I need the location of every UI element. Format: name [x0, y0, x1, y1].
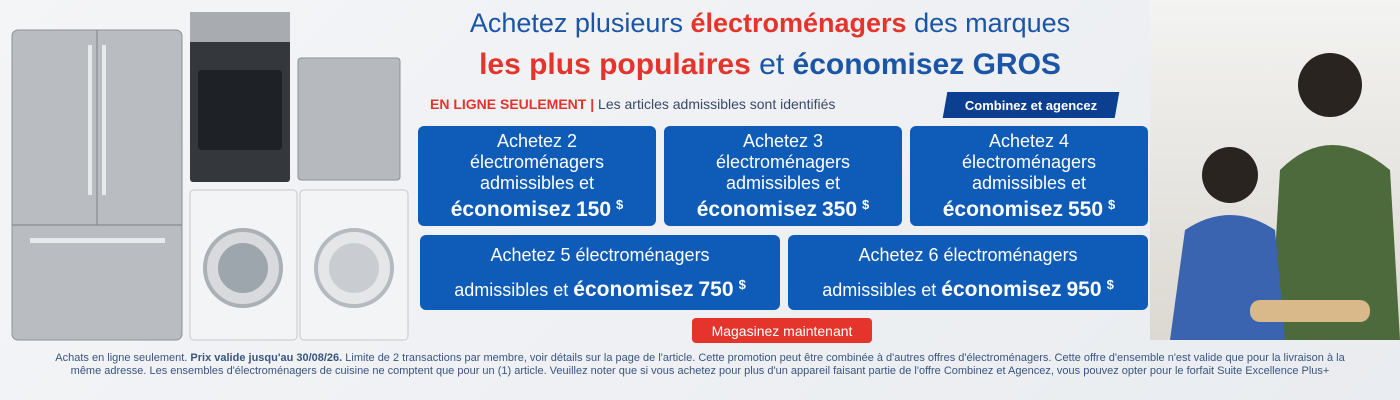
- combine-button[interactable]: Combinez et agencez: [942, 92, 1120, 118]
- offer-line: Achetez 4: [988, 131, 1070, 151]
- text: EN LIGNE SEULEMENT |: [430, 96, 595, 112]
- offer-line: admissibles et économisez 950 $: [822, 277, 1114, 301]
- offer-line: économisez 550 $: [910, 194, 1148, 221]
- headline-line-2: les plus populaires et économisez GROS: [330, 48, 1210, 82]
- offer-amount: 350: [821, 198, 858, 221]
- offer-save: économisez: [942, 198, 1063, 221]
- offer-line: admissibles et: [479, 173, 595, 193]
- offer-box: Achetez 3 électroménagers admissibles et éc…: [664, 126, 902, 226]
- family-photo: [1150, 0, 1400, 340]
- offer-amount: 750: [698, 278, 734, 301]
- offer-box: Achetez 4 électroménagers admissibles et éc…: [910, 126, 1148, 226]
- text: et: [750, 48, 793, 81]
- offer-currency: $: [862, 197, 870, 212]
- offer-line: admissibles et: [971, 173, 1087, 193]
- text: Achetez plusieurs: [469, 8, 691, 38]
- offer-line: admissibles et: [725, 173, 841, 193]
- offer-save: économisez: [941, 278, 1062, 301]
- text: des marques: [906, 8, 1071, 38]
- offer-line: Achetez 6 électroménagers: [858, 245, 1078, 265]
- disclaimer: Achats en ligne seulement. Prix valide j…: [40, 352, 1360, 378]
- text: Achats en ligne seulement.: [55, 352, 191, 364]
- headline-line-1: Achetez plusieurs électroménagers des ma…: [330, 8, 1210, 39]
- shop-now-button[interactable]: Magasinez maintenant: [692, 318, 872, 343]
- offer-line: Achetez 5 électroménagers: [490, 245, 710, 265]
- offer-line: Achetez 2: [496, 131, 578, 151]
- offer-currency: $: [616, 197, 624, 212]
- offer-line: admissibles et économisez 750 $: [454, 277, 746, 301]
- offer-amount: 550: [1067, 198, 1104, 221]
- text: Limite de 2 transactions par membre, voi…: [70, 352, 1345, 377]
- text: Combinez et agencez: [964, 97, 1098, 113]
- text: économisez GROS: [792, 48, 1061, 81]
- offer-line: électroménagers: [961, 152, 1097, 172]
- offer-amount: 150: [575, 198, 612, 221]
- offer-box: Achetez 6 électroménagers admissibles et …: [788, 235, 1148, 310]
- offer-save: économisez: [696, 198, 817, 221]
- offer-currency: $: [1108, 197, 1116, 212]
- offer-save: économisez: [573, 278, 694, 301]
- offer-line: électroménagers: [469, 152, 605, 172]
- appliances-image: [11, 12, 409, 341]
- offer-box: Achetez 2 électroménagers admissibles et éc…: [418, 126, 656, 226]
- text: Magasinez maintenant: [711, 322, 853, 339]
- text: Les articles admissibles sont identifiés: [598, 96, 836, 112]
- offer-line: Achetez 3: [742, 131, 824, 151]
- text: électroménagers: [690, 8, 907, 38]
- offer-amount: 950: [1066, 278, 1102, 301]
- offer-line: économisez 150 $: [418, 194, 656, 221]
- subline: EN LIGNE SEULEMENT | Les articles admiss…: [430, 96, 835, 112]
- text: les plus populaires: [479, 48, 751, 81]
- offer-box: Achetez 5 électroménagers admissibles et …: [420, 235, 780, 310]
- offer-line: électroménagers: [715, 152, 851, 172]
- offer-save: économisez: [450, 198, 571, 221]
- offer-currency: $: [738, 277, 746, 292]
- text: Prix valide jusqu'au 30/08/26.: [190, 352, 343, 364]
- offer-line: économisez 350 $: [664, 194, 902, 221]
- offer-currency: $: [1106, 277, 1114, 292]
